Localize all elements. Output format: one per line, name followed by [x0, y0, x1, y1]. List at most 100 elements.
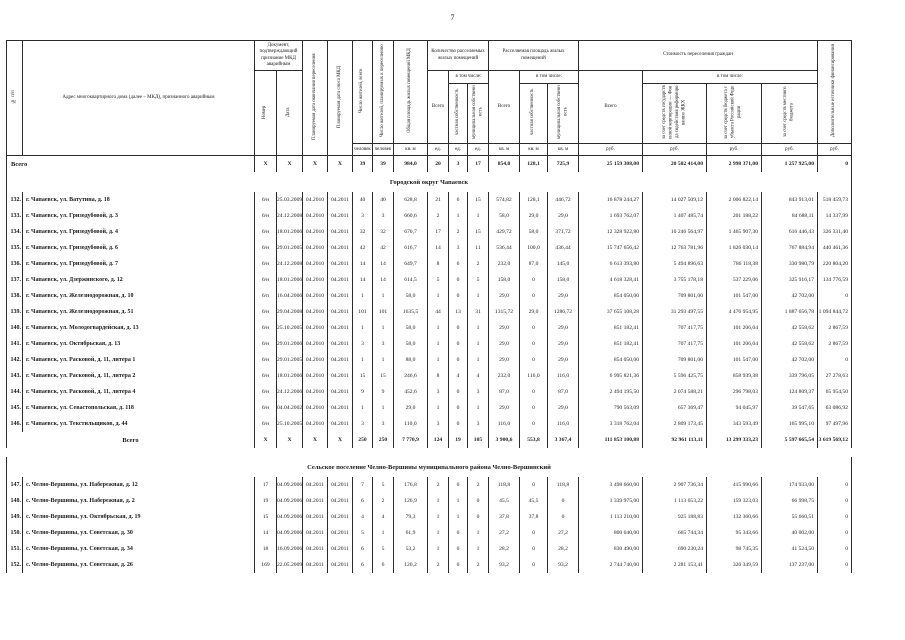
value-cell: 137 237,00 [761, 557, 818, 574]
col-header-extra-cell: Дополнительные источники финансирования [817, 39, 852, 145]
value-cell: 6/н [254, 352, 277, 369]
value-cell: 101 547,00 [706, 352, 762, 369]
table-row: 149. с. Челно-Вершины, ул. Октябрьская, д… [6, 509, 852, 526]
value-cell: 04.2011 [302, 525, 328, 542]
value-cell: 42 [352, 240, 373, 257]
value-cell: 670,7 [393, 224, 428, 241]
value-cell: 28,2 [488, 541, 520, 558]
row-number: 148. [6, 493, 23, 510]
value-cell: 04.2011 [327, 493, 353, 510]
value-cell: 786 118,38 [706, 256, 762, 273]
value-cell: 0 [519, 416, 548, 433]
value-cell: 118,8 [547, 477, 579, 494]
value-cell: 04.09.2006 [276, 525, 303, 542]
value-cell: 2 867,59 [817, 336, 852, 353]
unit-label-rub-1: руб. [578, 143, 643, 157]
value-cell: 1 [352, 320, 373, 337]
value-cell: 31 [467, 304, 489, 321]
value-cell: 04.2011 [327, 304, 353, 321]
value-cell: 1 [427, 336, 449, 353]
value-cell: 116,0 [547, 368, 579, 385]
value-cell: 326 331,40 [817, 224, 852, 241]
value-cell: 6 [352, 541, 373, 558]
col-subgroup-area-including: в том числе: [519, 70, 579, 84]
value-cell: 2 998 371,00 [706, 155, 762, 173]
value-cell: 42 702,00 [761, 288, 818, 305]
value-cell: 0 [467, 493, 489, 510]
col-header-num-cell: № п/п [6, 39, 23, 157]
col-header-cost-region-cell: за счет средств бюджета субъекта Российс… [706, 82, 762, 145]
value-cell: 1 [427, 352, 449, 369]
value-cell: 93,2 [488, 557, 520, 574]
value-cell: 128,1 [519, 155, 548, 173]
value-cell: 04.2010 [302, 368, 328, 385]
value-cell: 707 417,75 [642, 320, 707, 337]
value-cell: 3 [372, 416, 394, 433]
value-cell: 04.2011 [327, 541, 353, 558]
value-cell: 6/н [254, 224, 277, 241]
value-cell: 6/н [254, 192, 277, 209]
value-cell: 3 [427, 384, 449, 401]
total-row: Всего X X X X 250 250 7 770,9 124 19 105 3 900,6 553… [6, 432, 852, 449]
value-cell: 27 278,63 [817, 368, 852, 385]
value-cell: 29,0 [547, 208, 579, 225]
value-cell: 4 476 954,95 [706, 304, 762, 321]
value-cell: 0 [817, 477, 852, 494]
value-cell: 707 417,75 [642, 336, 707, 353]
value-cell: 42 558,62 [761, 320, 818, 337]
value-cell: 6/н [254, 320, 277, 337]
value-cell: 6 [352, 493, 373, 510]
value-cell: 04.09.2006 [276, 493, 303, 510]
col-header-doc-number: Номер [262, 104, 268, 119]
value-cell: 2 809 173,45 [642, 416, 707, 433]
value-cell: 0 [519, 352, 548, 369]
value-cell: 04.2010 [302, 320, 328, 337]
value-cell: 29.01.2005 [276, 352, 303, 369]
value-cell: 58,0 [393, 336, 428, 353]
value-cell: 1 [427, 320, 449, 337]
value-cell: 04.2010 [302, 224, 328, 241]
value-cell: 84 688,11 [761, 208, 818, 225]
value-cell: 101 206,04 [706, 336, 762, 353]
value-cell: 1 [427, 493, 449, 510]
page-number: 7 [450, 13, 455, 22]
value-cell: 0 [448, 400, 468, 417]
value-cell: 9 [352, 384, 373, 401]
value-cell: 58,0 [393, 320, 428, 337]
col-group-document: Документ, подтверждающий признание МКД а… [254, 40, 303, 71]
value-cell: 3 367,4 [547, 432, 579, 449]
value-cell: 4 [448, 368, 468, 385]
value-cell: 04.2011 [327, 320, 353, 337]
value-cell: 14 027 509,12 [642, 192, 707, 209]
value-cell: 5 [467, 272, 489, 289]
value-cell: 6 [352, 557, 373, 574]
value-cell: 6 613 393,80 [578, 256, 643, 273]
value-cell: 14 [427, 240, 449, 257]
value-cell: 429,72 [488, 224, 520, 241]
table-row: 147. с. Челно-Вершины, ул. Набережная, д.… [6, 477, 852, 494]
address-cell: г. Чапаевск, ул. Железнодорожная, д. 10 [22, 288, 255, 305]
address-cell: г. Чапаевск, ул. Молодогвардейская, д. 1… [22, 320, 255, 337]
value-cell: 0 [448, 288, 468, 305]
address-cell: г. Чапаевск, ул. Ватутина, д. 18 [22, 192, 255, 209]
row-number: 151. [6, 541, 23, 558]
table-row: 145. г. Чапаевск, ул. Севастопольская, д.… [6, 400, 852, 417]
value-cell: 1 [427, 541, 449, 558]
value-cell: 415 990,66 [706, 477, 762, 494]
value-cell: 2 [467, 256, 489, 273]
value-cell: 330 980,79 [761, 256, 818, 273]
value-cell: 0 [448, 416, 468, 433]
value-cell: 19 [448, 432, 468, 449]
value-cell: 04.2011 [327, 272, 353, 289]
row-number: 147. [6, 477, 23, 494]
value-cell: 0 [817, 557, 852, 574]
value-cell: 13 [448, 304, 468, 321]
value-cell: 3 [448, 155, 468, 173]
col-header-units-municipal: муниципальная собственность [471, 85, 483, 139]
value-cell: 6 [448, 256, 468, 273]
value-cell: 2 281 153,41 [642, 557, 707, 574]
value-cell: 18.01.2006 [276, 368, 303, 385]
value-cell: 20 [427, 155, 449, 173]
value-cell: 0 [448, 557, 468, 574]
